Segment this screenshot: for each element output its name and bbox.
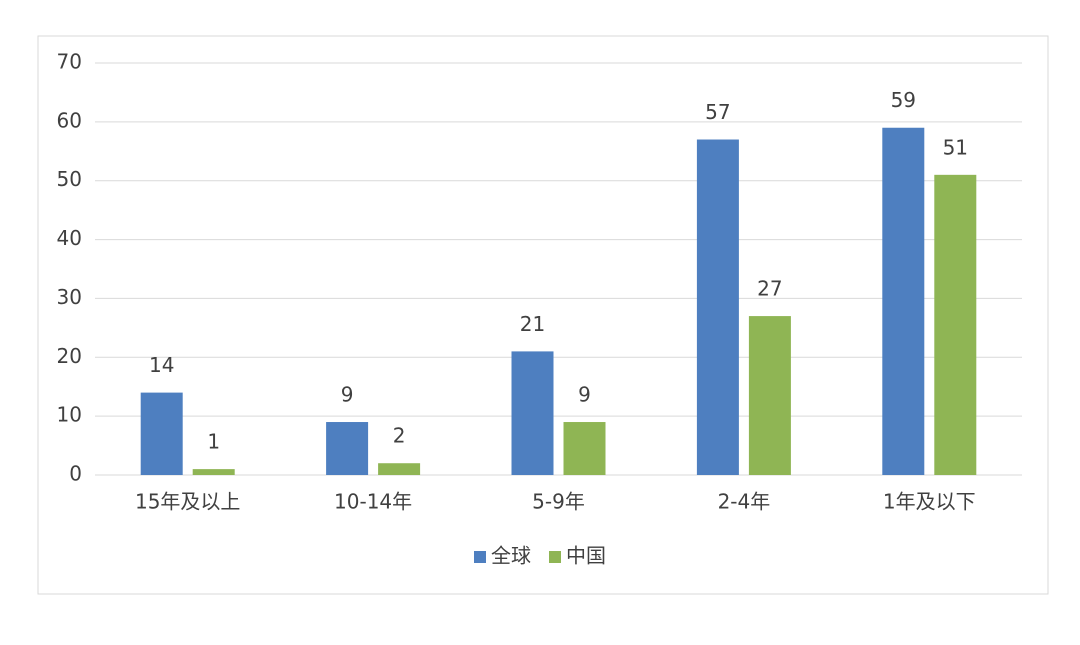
x-tick-label: 15年及以上 — [135, 490, 240, 514]
legend-label: 中国 — [566, 544, 606, 568]
bar — [140, 392, 183, 475]
bar — [882, 127, 925, 475]
data-label: 1 — [207, 430, 220, 454]
chart-frame — [37, 35, 1049, 595]
y-tick-label: 0 — [69, 462, 82, 486]
y-tick-label: 10 — [57, 403, 82, 427]
data-label: 14 — [149, 353, 174, 377]
x-tick-label: 10-14年 — [334, 490, 412, 514]
data-label: 51 — [943, 135, 968, 159]
bar — [696, 139, 739, 475]
bar — [563, 422, 606, 475]
bar — [748, 316, 791, 475]
data-label: 57 — [705, 100, 730, 124]
x-tick-label: 5-9年 — [532, 490, 585, 514]
bar — [511, 351, 554, 475]
data-label: 2 — [393, 424, 406, 448]
y-tick-label: 60 — [57, 108, 82, 132]
bar — [192, 469, 235, 475]
y-tick-label: 20 — [57, 344, 82, 368]
y-tick-label: 40 — [57, 226, 82, 250]
legend-swatch — [549, 551, 561, 563]
bar — [934, 174, 977, 476]
y-tick-label: 50 — [57, 167, 82, 191]
data-label: 59 — [891, 88, 916, 112]
bar — [378, 463, 421, 475]
bar — [326, 422, 369, 475]
y-tick-label: 70 — [57, 50, 82, 74]
y-tick-label: 30 — [57, 285, 82, 309]
data-label: 9 — [578, 383, 591, 407]
data-label: 27 — [757, 277, 782, 301]
data-label: 9 — [341, 383, 354, 407]
legend-label: 全球 — [491, 544, 531, 568]
x-tick-label: 2-4年 — [718, 490, 771, 514]
x-tick-label: 1年及以下 — [883, 490, 976, 514]
legend-swatch — [474, 551, 486, 563]
data-label: 21 — [520, 312, 545, 336]
